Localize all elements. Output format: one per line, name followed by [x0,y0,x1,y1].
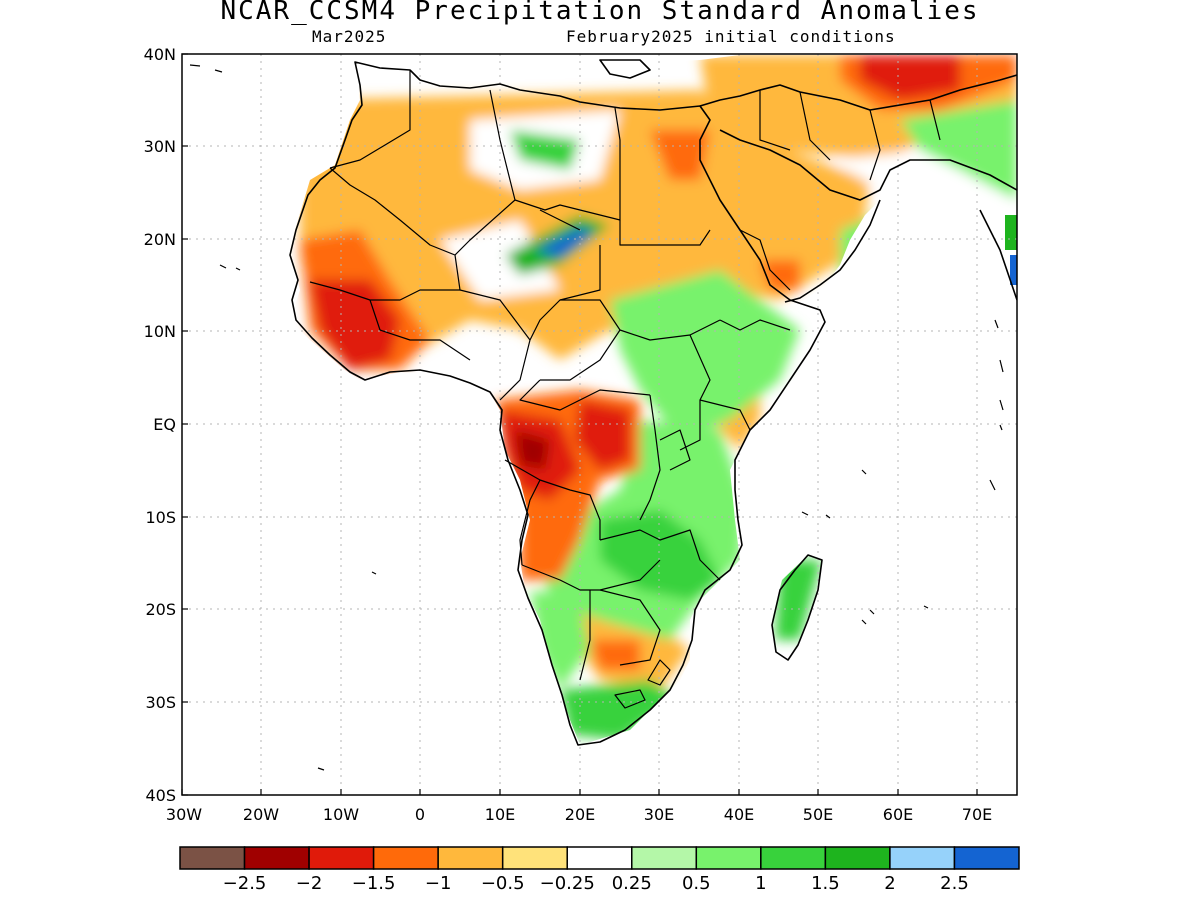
colorbar-swatch [243,846,310,870]
coastlines [289,59,1017,746]
colorbar-label: 0.25 [612,873,652,894]
colorbar: −2.5 −2 −1.5 −1 −0.5 −0.25 0.25 0.5 1 1.5 2 2.5 [179,846,1020,894]
colorbar-label: −1.5 [352,873,396,894]
colorbar-swatch [372,846,439,870]
lat-tick-marks [182,53,188,796]
country-borders [309,70,941,709]
lon-tick-labels: 30W 20W 10W 0 10E 20E 30E 40E 50E 60E 70… [166,805,992,824]
lat-label-10s: 10S [145,508,176,527]
colorbar-swatch [889,846,956,870]
colorbar-swatch [179,846,246,870]
lat-label-20s: 20S [145,600,176,619]
lon-label-60e: 60E [883,805,913,824]
lon-label-30e: 30E [644,805,674,824]
lon-label-10e: 10E [485,805,515,824]
colorbar-swatch [308,846,375,870]
islands [189,64,1004,771]
graticule [182,54,1017,795]
lon-label-20w: 20W [243,805,279,824]
colorbar-swatch [695,846,762,870]
colorbar-label: −0.25 [540,873,595,894]
lat-tick-labels: 40N 30N 20N 10N EQ 10S 20S 30S 40S [144,45,176,805]
colorbar-swatch [631,846,698,870]
colorbar-label: 0.5 [682,873,711,894]
colorbar-label: 1.5 [811,873,840,894]
map-title: NCAR_CCSM4 Precipitation Standard Anomal… [220,0,980,26]
lat-label-10n: 10N [144,322,176,341]
lat-label-30n: 30N [144,137,176,156]
lat-label-30s: 30S [145,693,176,712]
initial-conditions-label: February2025 initial conditions [566,27,896,46]
colorbar-label: 2 [884,873,895,894]
lon-label-10w: 10W [323,805,359,824]
anomaly-shading [300,55,1017,740]
colorbar-label: −2.5 [223,873,267,894]
lon-label-70e: 70E [962,805,992,824]
colorbar-swatch [566,846,633,870]
lon-label-20e: 20E [565,805,595,824]
lat-label-20n: 20N [144,230,176,249]
colorbar-label: −1 [425,873,452,894]
lat-label-eq: EQ [153,415,176,434]
colorbar-swatch [824,846,891,870]
lon-label-40e: 40E [724,805,754,824]
colorbar-swatch [501,846,568,870]
colorbar-label: 1 [755,873,766,894]
colorbar-label: −2 [296,873,323,894]
lon-label-30w: 30W [166,805,202,824]
lon-label-0: 0 [415,805,425,824]
lat-label-40s: 40S [145,786,176,805]
colorbar-label: 2.5 [940,873,969,894]
colorbar-swatch [760,846,827,870]
colorbar-label: −0.5 [481,873,525,894]
lat-label-40n: 40N [144,45,176,64]
lon-tick-marks [181,789,978,795]
valid-month-label: Mar2025 [312,27,387,46]
colorbar-swatch [437,846,504,870]
colorbar-swatch [953,846,1020,870]
lon-label-50e: 50E [803,805,833,824]
